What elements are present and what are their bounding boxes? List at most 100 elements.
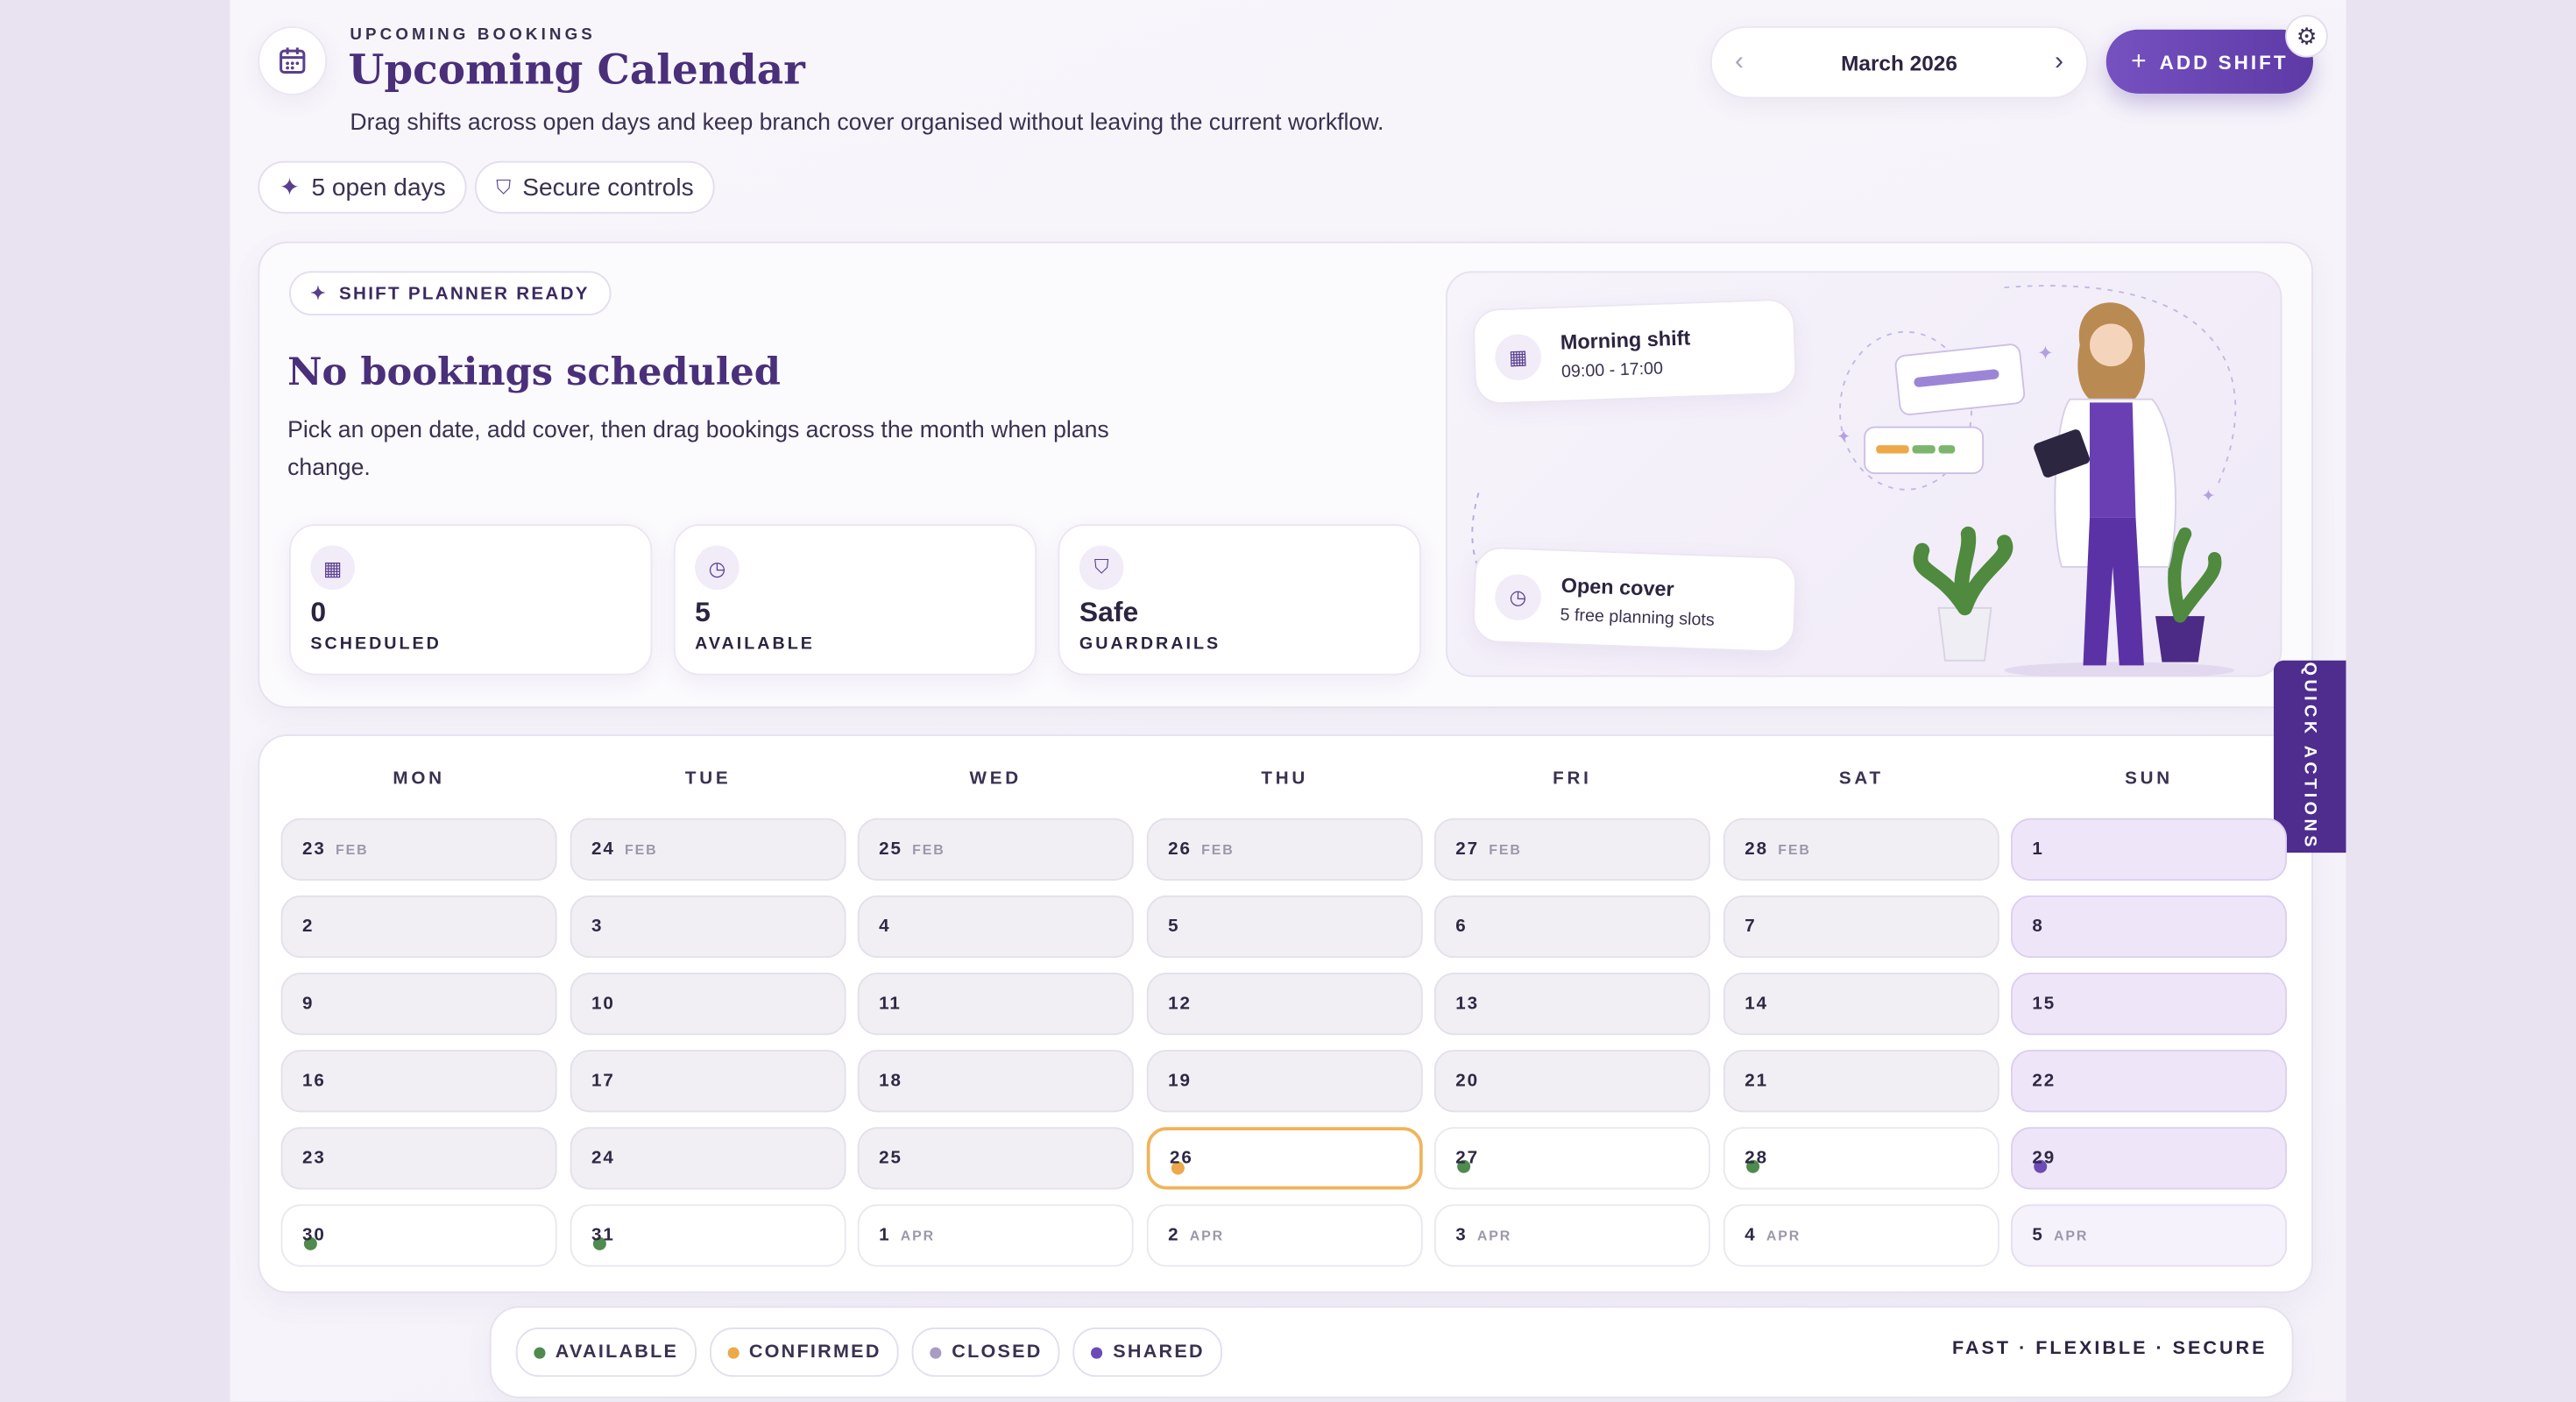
day-cell[interactable]: 4 APR [1723, 1204, 1999, 1267]
day-cell[interactable]: 11 [857, 973, 1134, 1036]
svg-text:✦: ✦ [1836, 427, 1851, 445]
day-cell[interactable]: 25 [857, 1127, 1134, 1190]
day-cell[interactable]: 9 [280, 973, 557, 1036]
day-number: 11 [879, 994, 902, 1014]
day-cell[interactable]: 25 FEB [857, 818, 1134, 881]
day-cell[interactable]: 24 [570, 1127, 846, 1190]
legend-bar [489, 1306, 2294, 1398]
day-number: 19 [1168, 1071, 1192, 1092]
day-number: 25 [879, 1148, 902, 1169]
day-cell[interactable]: 27 [1433, 1127, 1710, 1190]
day-cell[interactable]: 19 [1146, 1050, 1423, 1113]
status-dot [1746, 1159, 1760, 1173]
day-cell[interactable]: 24 FEB [570, 818, 846, 881]
day-cell[interactable]: 3 APR [1433, 1204, 1710, 1267]
day-cell[interactable]: 1 [2011, 818, 2287, 881]
day-number: 5 [2032, 1225, 2044, 1246]
prev-month[interactable]: ‹ [1735, 47, 1744, 76]
day-number: 27 [1455, 1148, 1479, 1169]
day-number: 3 [591, 917, 604, 937]
day-cell[interactable]: 31 [570, 1204, 846, 1267]
day-cell[interactable]: 28 FEB [1723, 818, 1999, 881]
day-cell[interactable]: 1 APR [857, 1204, 1134, 1267]
badge-label: Secure controls [522, 173, 694, 202]
day-cell[interactable]: 13 [1433, 973, 1710, 1036]
legend-label: CLOSED [952, 1342, 1043, 1363]
day-cell[interactable]: 18 [857, 1050, 1134, 1113]
day-cell[interactable]: 28 [1723, 1127, 1999, 1190]
status-dot [2034, 1159, 2048, 1173]
day-cell[interactable]: 15 [2011, 973, 2287, 1036]
day-number: 4 [879, 917, 891, 937]
day-cell[interactable]: 20 [1433, 1050, 1710, 1113]
day-number: 29 [2032, 1148, 2056, 1169]
legend-item[interactable]: CONFIRMED [709, 1328, 900, 1377]
day-cell[interactable]: 27 FEB [1433, 818, 1710, 881]
day-cell[interactable]: 14 [1723, 973, 1999, 1036]
day-cell[interactable]: 10 [570, 973, 846, 1036]
day-month: FEB [1201, 841, 1235, 858]
day-cell[interactable]: 16 [280, 1050, 557, 1113]
day-month: APR [900, 1227, 936, 1244]
day-number: 4 [1744, 1225, 1757, 1246]
day-cell[interactable]: 23 FEB [280, 818, 557, 881]
settings-button[interactable]: ⚙ [2285, 14, 2328, 58]
eyebrow: UPCOMING BOOKINGS [350, 26, 596, 45]
day-cell[interactable]: 2 APR [1146, 1204, 1423, 1267]
status-dot [592, 1236, 606, 1250]
day-cell[interactable]: 8 [2011, 895, 2287, 959]
quick-actions-tab[interactable]: QUICK ACTIONS [2274, 660, 2346, 853]
day-cell[interactable]: 30 [280, 1204, 557, 1267]
day-cell[interactable]: 4 [857, 895, 1134, 959]
add-shift-label: ADD SHIFT [2159, 50, 2289, 74]
day-month: APR [1476, 1227, 1512, 1244]
day-month: APR [1766, 1227, 1801, 1244]
day-cell[interactable]: 21 [1723, 1050, 1999, 1113]
day-cell[interactable]: 17 [570, 1050, 846, 1113]
weekday-label: MON [393, 768, 445, 790]
day-number: 2 [1168, 1225, 1180, 1246]
day-number: 8 [2032, 917, 2044, 937]
legend-item[interactable]: CLOSED [912, 1328, 1061, 1377]
day-cell[interactable]: 29 [2011, 1127, 2287, 1190]
legend-label: AVAILABLE [555, 1342, 679, 1363]
stat-label: SCHEDULED [310, 634, 442, 655]
day-cell[interactable]: 5 [1146, 895, 1423, 959]
day-number: 16 [302, 1071, 326, 1092]
pill-label: SHIFT PLANNER READY [339, 283, 590, 303]
day-cell[interactable]: 7 [1723, 895, 1999, 959]
stat-value: Safe [1079, 596, 1139, 628]
day-cell[interactable]: 5 APR [2011, 1204, 2287, 1267]
legend-item[interactable]: AVAILABLE [515, 1328, 697, 1377]
day-cell[interactable]: 6 [1433, 895, 1710, 959]
day-month: FEB [624, 841, 658, 858]
next-month[interactable]: › [2054, 47, 2063, 76]
day-cell[interactable]: 2 [280, 895, 557, 959]
legend-item[interactable]: SHARED [1073, 1328, 1223, 1377]
day-number: 1 [2032, 839, 2044, 860]
day-cell[interactable]: 12 [1146, 973, 1423, 1036]
day-cell[interactable]: 3 [570, 895, 846, 959]
day-number: 12 [1168, 994, 1192, 1014]
weekday-label: SUN [2125, 768, 2173, 790]
info-icon: ▦ [1494, 333, 1542, 381]
day-month: FEB [1778, 841, 1811, 858]
hero-text: Pick an open date, add cover, then drag … [287, 417, 1109, 482]
day-cell[interactable]: 26 [1146, 1127, 1423, 1190]
sparkle-icon: ✦ [310, 284, 328, 304]
stat-card: ⛉ Safe GUARDRAILS [1058, 524, 1421, 676]
day-number: 26 [1168, 839, 1192, 860]
info-icon: ◷ [1494, 573, 1542, 621]
day-cell[interactable]: 23 [280, 1127, 557, 1190]
header-icon [258, 26, 328, 96]
day-cell[interactable]: 26 FEB [1146, 818, 1423, 881]
badge-label: 5 open days [311, 173, 446, 202]
status-dot [1171, 1161, 1185, 1175]
day-month: FEB [912, 841, 945, 858]
stat-icon: ⛉ [1079, 545, 1124, 591]
plus-icon: + [2131, 46, 2147, 75]
sparkle-icon: ✦ [279, 173, 301, 202]
day-cell[interactable]: 22 [2011, 1050, 2287, 1113]
weekday-label: TUE [684, 768, 732, 790]
add-shift-button[interactable]: + ADD SHIFT [2105, 29, 2313, 94]
